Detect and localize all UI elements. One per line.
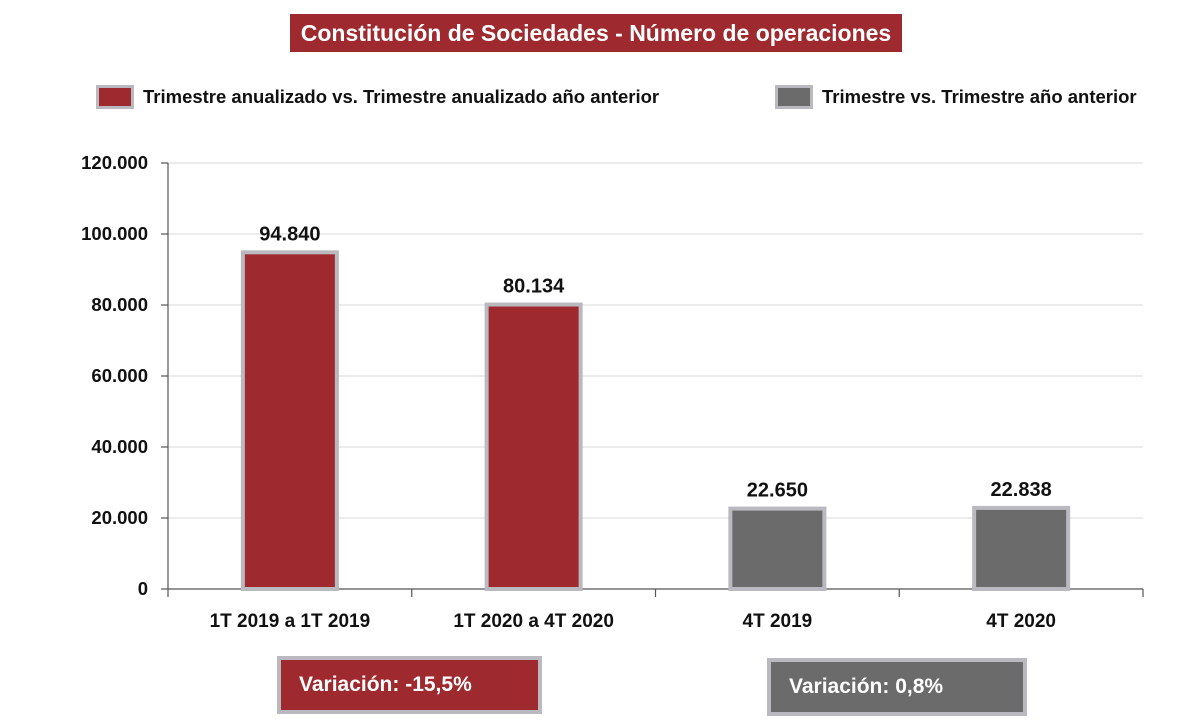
x-tick-label: 1T 2019 a 1T 2019: [210, 611, 371, 632]
y-tick-label: 60.000: [91, 365, 148, 386]
x-tick-label: 4T 2020: [986, 611, 1056, 632]
x-tick-label: 1T 2020 a 4T 2020: [453, 611, 614, 632]
bar: [240, 250, 339, 591]
y-tick-label: 80.000: [91, 294, 148, 315]
variation-box-quarter: Variación: 0,8%: [767, 658, 1027, 716]
data-label: 94.840: [259, 223, 320, 245]
legend-swatch-gray: [775, 85, 813, 109]
variation-box-annualized: Variación: -15,5%: [277, 656, 542, 714]
data-label: 22.838: [991, 479, 1052, 501]
y-tick-label: 0: [138, 578, 148, 599]
y-tick-label: 120.000: [81, 152, 148, 173]
data-label: 22.650: [747, 480, 808, 502]
legend-item-quarter: Trimestre vs. Trimestre año anterior: [775, 82, 1137, 112]
legend-label-quarter: Trimestre vs. Trimestre año anterior: [822, 86, 1137, 107]
y-tick-label: 20.000: [91, 507, 148, 528]
chart-title: Constitución de Sociedades - Número de o…: [290, 14, 902, 52]
bar: [972, 505, 1071, 592]
legend-item-annualized: Trimestre anualizado vs. Trimestre anual…: [96, 82, 659, 112]
y-tick-label: 100.000: [81, 223, 148, 244]
y-tick-label: 40.000: [91, 436, 148, 457]
bar: [728, 506, 827, 591]
bar: [484, 302, 583, 591]
x-tick-label: 4T 2019: [743, 611, 813, 632]
data-label: 80.134: [503, 276, 565, 298]
legend-swatch-red: [96, 85, 134, 109]
legend-label-annualized: Trimestre anualizado vs. Trimestre anual…: [143, 86, 660, 107]
